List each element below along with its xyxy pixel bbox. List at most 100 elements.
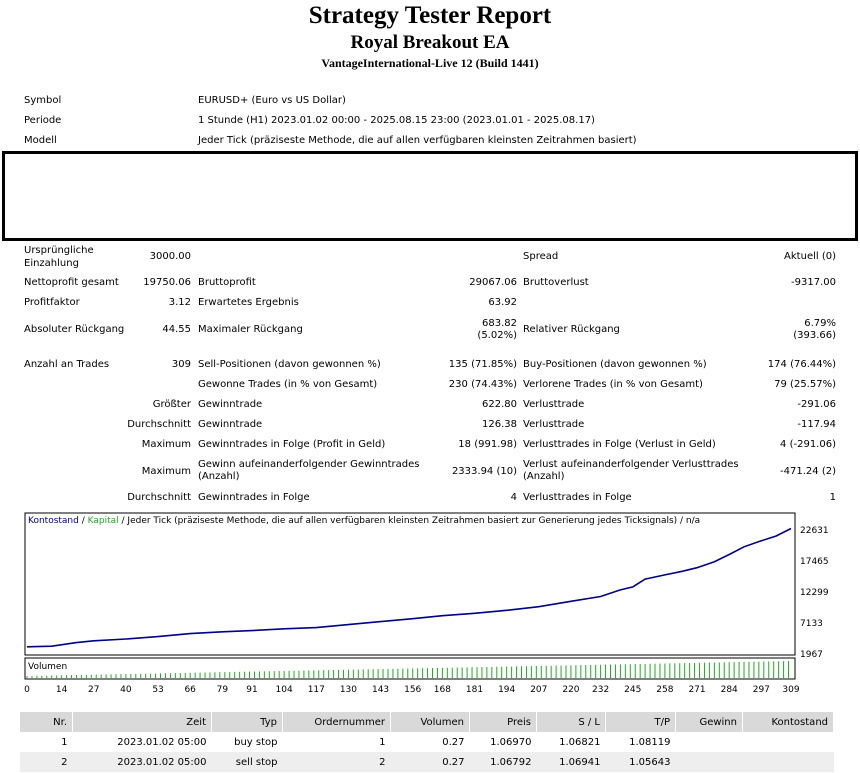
max-cons-lossamt-value: -471.24 (2) (780, 466, 836, 477)
period-value: 1 Stunde (H1) 2023.01.02 00:00 - 2025.08… (198, 115, 595, 126)
balance-chart-svg: Kontostand / Kapital / Jeder Tick (präzi… (24, 512, 829, 695)
cell: 2023.01.02 05:00 (72, 752, 212, 772)
avg-cons-win-label: Gewinntrades in Folge (198, 492, 310, 503)
y-tick-label: 12299 (800, 588, 829, 598)
cell: 1.08119 (629, 736, 671, 748)
largest-loss-label: Verlusttrade (523, 399, 585, 410)
expected-payoff-value: 63.92 (488, 297, 517, 308)
gross-loss-value: -9317.00 (791, 277, 836, 288)
gross-profit-label: Bruttoprofit (198, 277, 256, 288)
max-drawdown-value: 683.82 (482, 318, 517, 329)
cell: buy stop (234, 736, 278, 748)
largest-win-label: Gewinntrade (198, 399, 263, 410)
won-trades-label: Gewonne Trades (in % von Gesamt) (198, 379, 378, 390)
max-cons-profit-label: Gewinn aufeinanderfolgender Gewinntrades (198, 459, 420, 470)
deposit-label-1: Ursprüngliche (24, 245, 94, 256)
legend-balance: Kontostand (28, 516, 79, 526)
won-trades-value: 230 (74.43%) (448, 379, 517, 390)
max-cons-win-label: Gewinntrades in Folge (Profit in Geld) (198, 439, 386, 450)
avg-cons-loss-label: Verlusttrades in Folge (523, 492, 632, 503)
x-tick-label: 271 (688, 685, 705, 695)
table-row: 1 2023.01.02 05:00 buy stop 1 0.27 1.069… (20, 732, 834, 752)
cell: 1.06821 (559, 736, 601, 748)
max-drawdown-label: Maximaler Rückgang (198, 324, 303, 335)
max-cons-win-value: 18 (991.98) (458, 439, 517, 450)
avg-cons-win-value: 4 (510, 492, 517, 503)
x-tick-label: 66 (184, 685, 196, 695)
x-tick-label: 232 (592, 685, 609, 695)
y-tick-label: 1967 (800, 650, 823, 660)
rel-drawdown-value: 6.79% (804, 318, 836, 329)
x-tick-label: 220 (562, 685, 579, 695)
x-tick-label: 53 (152, 685, 163, 695)
profit-factor-value: 3.12 (168, 297, 191, 308)
col-tp: T/P (605, 712, 676, 732)
col-type: Typ (211, 712, 283, 732)
cell: 0.27 (442, 736, 465, 748)
cell: 1 (379, 736, 386, 748)
cell (742, 752, 834, 772)
balance-chart: Kontostand / Kapital / Jeder Tick (präzi… (24, 512, 829, 695)
server-name: VantageInternational-Live 12 (Build 1441… (321, 56, 539, 70)
rel-drawdown-label: Relativer Rückgang (523, 324, 620, 335)
gross-loss-label: Bruttoverlust (523, 277, 589, 288)
chart-legend: Kontostand / Kapital / Jeder Tick (präzi… (28, 516, 700, 526)
x-tick-label: 284 (721, 685, 738, 695)
x-tick-label: 168 (434, 685, 451, 695)
x-tick-label: 143 (372, 685, 389, 695)
chart-frame (24, 512, 796, 656)
table-header-row: Nr. Zeit Typ Ordernummer Volumen Preis S… (20, 712, 834, 732)
col-sl: S / L (536, 712, 606, 732)
table-row: 2 2023.01.02 05:00 sell stop 2 0.27 1.06… (20, 752, 834, 772)
cell: 1 (61, 736, 68, 748)
maximum-label-2: Maximum (141, 466, 191, 477)
model-value: Jeder Tick (präziseste Methode, die auf … (198, 135, 637, 146)
cell: 1.05643 (605, 752, 676, 772)
spread-value: Aktuell (0) (784, 251, 836, 262)
x-tick-label: 181 (466, 685, 483, 695)
gross-profit-value: 29067.06 (469, 277, 517, 288)
cell: 2023.01.02 05:00 (117, 736, 207, 748)
x-tick-label: 27 (88, 685, 99, 695)
sell-positions-label: Sell-Positionen (davon gewonnen %) (198, 359, 381, 370)
symbol-value: EURUSD+ (Euro vs US Dollar) (198, 95, 346, 106)
cell: 1.06792 (469, 752, 537, 772)
col-volume: Volumen (390, 712, 470, 732)
largest-loss-value: -291.06 (797, 399, 836, 410)
lost-trades-value: 79 (25.57%) (774, 379, 836, 390)
avg-win-value: 126.38 (482, 419, 517, 430)
max-cons-profit-label-2: (Anzahl) (198, 471, 240, 482)
abs-drawdown-value: 44.55 (162, 324, 191, 335)
period-label: Periode (24, 115, 62, 126)
volume-frame (24, 657, 796, 680)
max-cons-lossamt-label-2: (Anzahl) (523, 471, 565, 482)
maximum-label: Maximum (141, 439, 191, 450)
avg-cons-loss-value: 1 (829, 492, 836, 503)
lost-trades-label: Verlorene Trades (in % von Gesamt) (523, 379, 703, 390)
cell (743, 732, 834, 752)
x-tick-label: 79 (217, 685, 229, 695)
cell (675, 752, 743, 772)
max-drawdown-percent: (5.02%) (477, 330, 517, 341)
y-tick-label: 7133 (800, 619, 823, 629)
largest-win-value: 622.80 (482, 399, 517, 410)
cell: 2 (282, 752, 391, 772)
x-tick-label: 0 (24, 685, 30, 695)
cell: 2 (20, 752, 73, 772)
average-label-2: Durchschnitt (127, 492, 191, 503)
spread-label: Spread (523, 251, 559, 262)
x-tick-label: 207 (530, 685, 547, 695)
trades-table: Nr. Zeit Typ Ordernummer Volumen Preis S… (20, 712, 834, 772)
avg-loss-value: -117.94 (797, 419, 836, 430)
legend-description: / Jeder Tick (präziseste Methode, die au… (119, 516, 701, 526)
cell: sell stop (211, 752, 283, 772)
trades-value: 309 (171, 359, 191, 370)
buy-positions-label: Buy-Positionen (davon gewonnen %) (523, 359, 707, 370)
cell (676, 732, 743, 752)
x-tick-label: 117 (308, 685, 325, 695)
x-tick-label: 309 (782, 685, 799, 695)
col-order: Ordernummer (282, 712, 391, 732)
x-tick-label: 194 (498, 685, 515, 695)
deposit-label-2: Einzahlung (24, 258, 79, 269)
max-cons-loss-value: 4 (-291.06) (780, 439, 836, 450)
